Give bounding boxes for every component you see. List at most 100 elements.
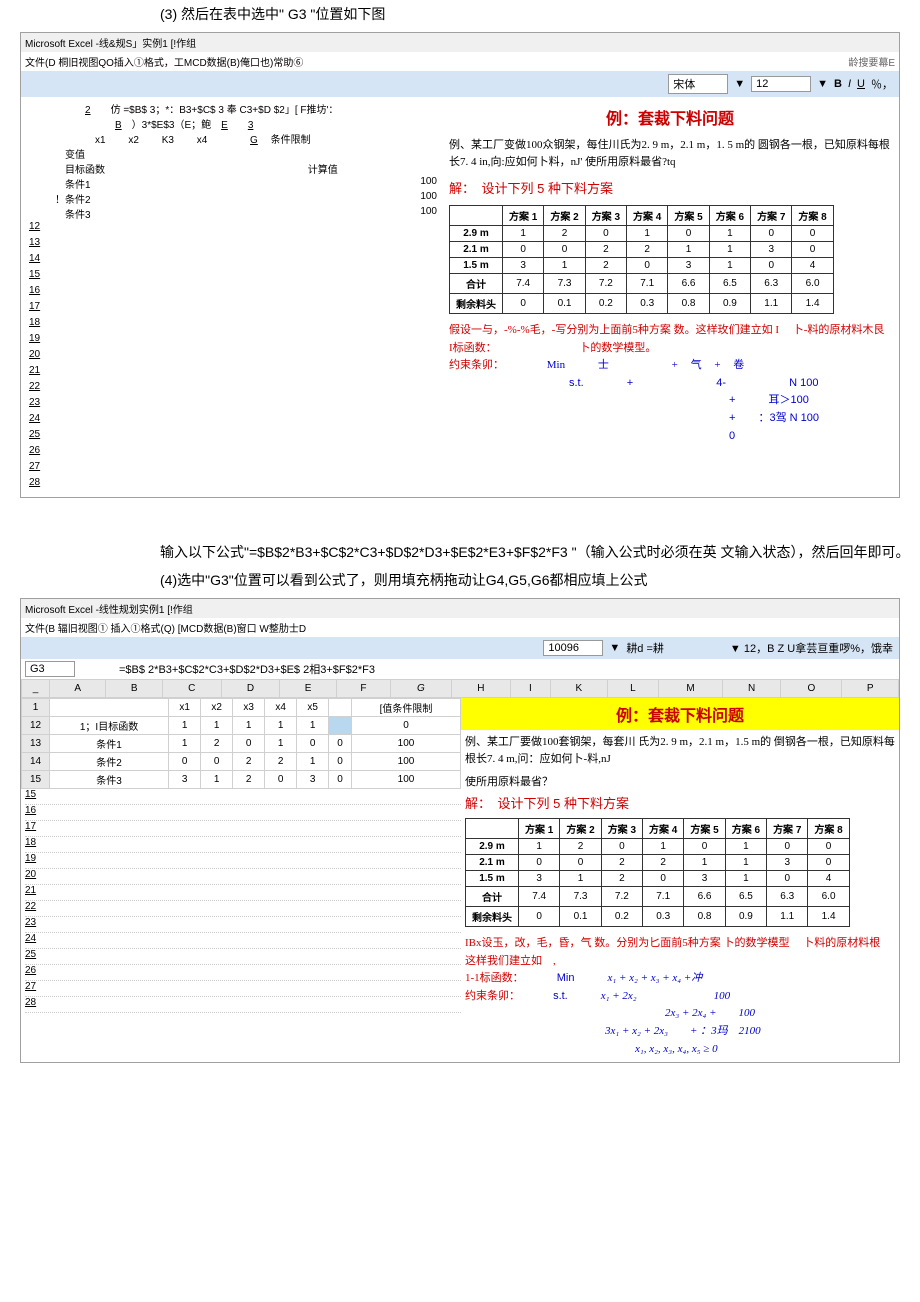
ch-m[interactable]: M — [659, 680, 722, 698]
row-num: 15 — [25, 789, 461, 805]
row-num: 28 — [25, 997, 461, 1013]
assume-2: IBx设玉，改，毛，昏，气 数。分别为匕面前5种方案 卜的数学模型 卜料的原材料… — [465, 935, 895, 953]
row-num: 20 — [25, 869, 461, 885]
menubar-2[interactable]: 文件(B 辐旧视图① 插入①格式(Q) [MCD数据(B)窗口 W整肋士D — [21, 618, 899, 637]
frag4: 卷 — [733, 359, 744, 371]
row-num: 17 — [29, 301, 437, 317]
row-num: 22 — [25, 901, 461, 917]
row-num: 28 — [29, 477, 437, 493]
titlebar-2: Microsoft Excel -线性规划实例1 [!作组 — [21, 599, 899, 618]
row-num: 14 — [29, 253, 437, 269]
zoom-box[interactable]: 10096 — [543, 640, 603, 656]
font-size-box[interactable]: 12 — [751, 76, 811, 92]
var-x4: x4 — [197, 135, 208, 146]
col-b: B — [115, 120, 122, 131]
row-num: 26 — [25, 965, 461, 981]
row-num: 19 — [25, 853, 461, 869]
row-num: 18 — [25, 837, 461, 853]
toolbar-extra: ％， — [871, 76, 893, 92]
formula-bar-2: G3 =$B$ 2*B3+$C$2*C3+$D$2*D3+$E$ 2相3+$F$… — [21, 659, 899, 679]
formula-frag: 仿 =$B$ 3；*：B3+$C$ 3 奉 C3+$D $2」[ F推坊'： — [111, 105, 339, 116]
row-num: 17 — [25, 821, 461, 837]
assume-2b: 这样我们建立如 , — [465, 953, 895, 971]
grid2-left: 1x1x2x3x4x5[值条件限制121；I目标函数11111013条件1120… — [21, 698, 461, 789]
row-num: 19 — [29, 333, 437, 349]
ch-d[interactable]: D — [221, 680, 280, 698]
frag5: + — [627, 377, 633, 389]
frag12: 0 — [729, 428, 891, 446]
label-c3: 条件3 — [65, 210, 91, 221]
math-0: x₁ + x₂ + x₃ + x₄ +冲 — [608, 972, 703, 984]
font-ctrl: 耕d =耕 — [626, 640, 664, 656]
row-num: 16 — [29, 285, 437, 301]
row-num: 20 — [29, 349, 437, 365]
formula-text-2: =$B$ 2*B3+$C$2*C3+$D$2*D3+$E$ 2相3+$F$2*F… — [119, 661, 375, 677]
font-name-box[interactable]: 宋体 — [668, 74, 728, 94]
ch-l[interactable]: L — [607, 680, 659, 698]
frag10: + — [729, 412, 735, 424]
row-num: 16 — [25, 805, 461, 821]
row-num: 12 — [29, 221, 437, 237]
example1-desc: 例、某工厂变做100众钢架，每住川氏为2. 9 m，2.1 m，1. 5 m的 … — [445, 133, 895, 174]
example1-title: 例：套裁下料问题 — [445, 101, 895, 133]
ch-a[interactable]: A — [50, 680, 106, 698]
plan-table-1: 方案 1方案 2方案 3方案 4方案 5方案 6方案 7方案 82.9 m120… — [449, 205, 834, 314]
ch-h[interactable]: H — [451, 680, 510, 698]
frag6: 4- — [716, 377, 726, 389]
row-num: 22 — [29, 381, 437, 397]
ch-e[interactable]: E — [280, 680, 336, 698]
ch-f[interactable]: F — [336, 680, 390, 698]
example2-title: 例：套裁下料问题 — [461, 698, 899, 730]
cv2: 100 — [420, 191, 437, 202]
label-var: 变值 — [65, 146, 437, 161]
frag9: 耳＞100 — [769, 394, 809, 406]
menu-text-1: 文件(D 桐旧视图QO插入①格式，工MCD数据(B)俺口也)常助⑥ — [25, 58, 303, 69]
assume-1: 假设一与，-%-%毛，-写分别为上面前5种方案 数。这样玫们建立如 I 卜-料的… — [449, 322, 891, 340]
menubar-1[interactable]: 文件(D 桐旧视图QO插入①格式，工MCD数据(B)俺口也)常助⑥ 龄搜要幕E — [21, 52, 899, 71]
frag0: 士 — [598, 359, 609, 371]
right-note: 龄搜要幕E — [848, 54, 895, 69]
italic-btn[interactable]: I — [848, 78, 851, 90]
solution-head-2: 解： 设计下列 5 种下料方案 — [461, 791, 899, 814]
ch-k[interactable]: K — [551, 680, 607, 698]
obj-label-1: I标函数： — [449, 342, 497, 354]
math-3: 3x₁ + x₂ + 2x₃ + ：3玛 2100 — [605, 1023, 895, 1041]
underline-btn[interactable]: U — [857, 78, 865, 90]
example2-desc: 例、某工厂要做100套钢架，每套川 氏为2. 9 m，2.1 m，1.5 m的 … — [461, 730, 899, 771]
math-1: x₁ + 2x₂ 100 — [601, 990, 730, 1002]
ch-o[interactable]: O — [781, 680, 842, 698]
excel-window-2: Microsoft Excel -线性规划实例1 [!作组 文件(B 辐旧视图①… — [20, 598, 900, 1063]
row-num: 15 — [29, 269, 437, 285]
frag8: + — [729, 394, 735, 406]
row-num: 18 — [29, 317, 437, 333]
toolbar-1: 宋体 ▼ 12 ▼ B I U ％， — [21, 71, 899, 97]
col-e: E — [221, 120, 228, 131]
row-num: 25 — [25, 949, 461, 965]
frag1: + — [672, 359, 678, 371]
row-num: 27 — [29, 461, 437, 477]
ch-g[interactable]: G — [390, 680, 451, 698]
font-info: ▼ 12，B Z U拿芸亘重啰%，饿幸 — [730, 640, 893, 656]
frag2: 气 — [691, 359, 702, 371]
bold-btn[interactable]: B — [834, 78, 842, 90]
ch-i[interactable]: I — [510, 680, 550, 698]
st-2: s.t. — [553, 990, 568, 1002]
row-num: 25 — [29, 429, 437, 445]
toolbar-2: 10096 ▼ 耕d =耕 ▼ 12，B Z U拿芸亘重啰%，饿幸 — [21, 637, 899, 659]
plan-table-2: 方案 1方案 2方案 3方案 4方案 5方案 6方案 7方案 82.9 m120… — [465, 818, 850, 927]
ch-b[interactable]: B — [106, 680, 162, 698]
obj-label-2: 1-1标函数： — [465, 972, 524, 984]
cell-name-box[interactable]: G3 — [25, 661, 75, 677]
ch-c[interactable]: C — [162, 680, 221, 698]
var-x1: x1 — [95, 135, 106, 146]
calc-label: 计算值 — [308, 165, 338, 176]
ch-p[interactable]: P — [842, 680, 899, 698]
solution-head-1: 解： 设计下列 5 种下料方案 — [445, 174, 895, 201]
use-q: 使所用原料最省？ — [461, 771, 899, 791]
cons-label-1: 约束条卯： — [449, 359, 504, 371]
st-1: s.t. — [569, 377, 584, 389]
var-x2: x2 — [128, 135, 139, 146]
model-label-1: 卜的数学模型。 — [579, 342, 656, 354]
formula-instruction: 输入以下公式"=$B$2*B3+$C$2*C3+$D$2*D3+$E$2*E3+… — [160, 538, 920, 566]
ch-n[interactable]: N — [722, 680, 781, 698]
